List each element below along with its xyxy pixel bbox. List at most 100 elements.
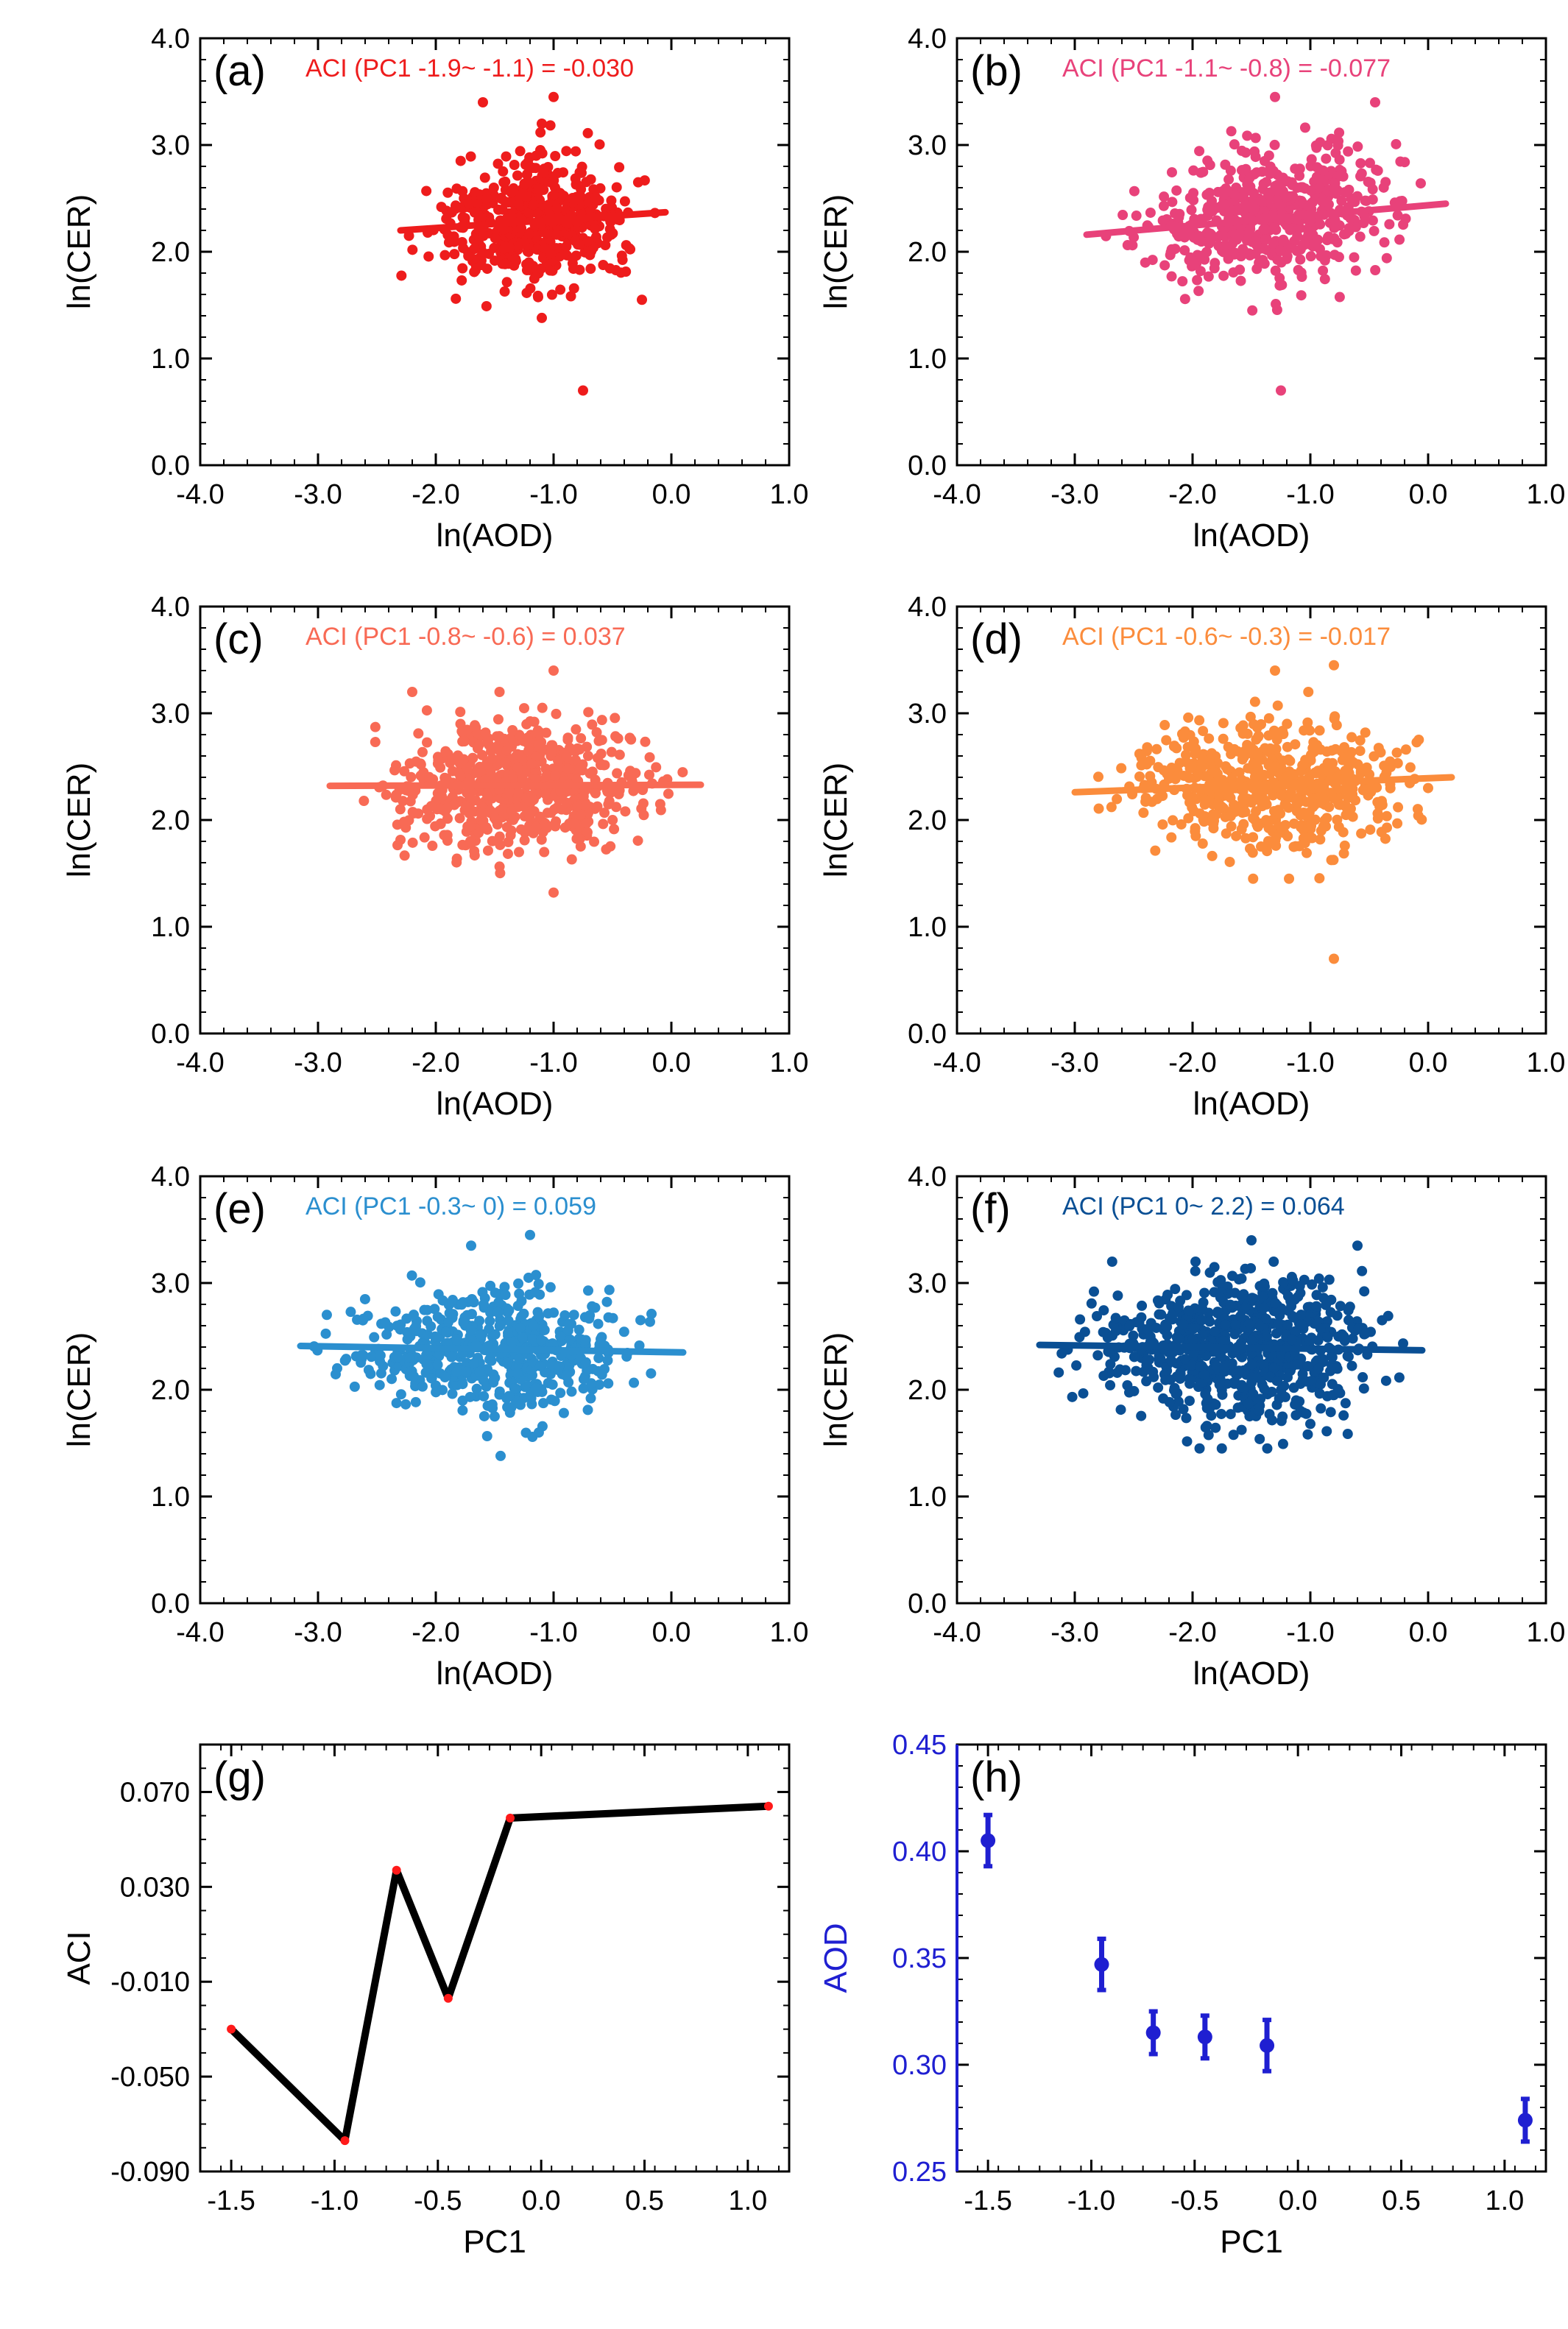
scatter-point [1218,718,1229,729]
scatter-point [1184,772,1195,783]
scatter-point [404,1352,415,1363]
scatter-point [1302,717,1313,728]
scatter-point [1169,1382,1180,1393]
scatter-point [1400,213,1411,225]
scatter-point [321,1310,332,1321]
scatter-point [1324,1274,1335,1285]
scatter-point [1238,819,1249,830]
scatter-point [624,243,635,254]
scatter-point [596,1369,607,1380]
scatter-point [475,1329,486,1340]
scatter-point [1232,1402,1243,1413]
scatter-point [465,151,476,162]
scatter-point [537,119,548,129]
scatter-point [1319,255,1330,266]
scatter-point [501,277,512,288]
scatter-point [490,255,501,266]
scatter-point [598,819,609,830]
scatter-point [442,835,453,847]
scatter-point [469,244,480,255]
scatter-point [451,1366,462,1377]
scatter-point [1395,196,1406,207]
scatter-point [1301,796,1312,807]
scatter-point [1236,1382,1247,1393]
scatter-point [451,1335,462,1346]
scatter-point [1183,813,1194,824]
scatter-point [502,1357,513,1368]
scatter-point [1358,1383,1369,1394]
scatter-point [1212,800,1223,811]
scatter-point [1248,758,1259,769]
scatter-point [575,841,586,852]
scatter-point [1372,808,1383,819]
scatter-point [512,1368,523,1379]
scatter-point [519,703,530,714]
scatter-point [504,786,515,797]
scatter-point [495,839,506,850]
scatter-point [1269,222,1280,233]
scatter-point [1392,210,1403,221]
panel-label: (g) [213,1753,266,1801]
x-tick-label: -2.0 [412,479,459,510]
scatter-point [1234,1365,1245,1376]
scatter-point [1252,750,1263,761]
scatter-point [1343,146,1354,157]
scatter-point [1184,763,1196,774]
scatter-point [1376,796,1387,807]
scatter-point [555,284,566,295]
scatter-point [1134,771,1145,782]
y-tick-label: 0.0 [908,1588,947,1619]
scatter-point [512,749,523,760]
scatter-point [568,264,579,275]
scatter-point [481,1430,492,1441]
scatter-point [561,752,572,763]
scatter-point [1242,728,1253,739]
panel-label: (b) [970,47,1023,95]
scatter-point [463,198,474,209]
scatter-point [473,827,484,838]
scatter-point [425,1321,437,1332]
aod-errorbar-point [1197,2013,1212,2061]
scatter-point [1271,734,1282,745]
scatter-point [1198,1297,1209,1308]
scatter-point [1188,258,1199,269]
scatter-point [533,183,544,194]
x-tick-label: 1.0 [770,1617,809,1648]
scatter-point [523,809,534,820]
aci-annotation: ACI (PC1 0~ 2.2) = 0.064 [1062,1192,1345,1220]
fit-line [1071,774,1455,796]
scatter-point [513,199,524,210]
scatter-point [515,824,526,835]
scatter-point [1268,1257,1279,1267]
y-tick-label: 3.0 [908,699,947,729]
scatter-point [604,796,615,807]
scatter-point [467,752,478,763]
scatter-point [458,1317,469,1328]
scatter-point [1304,201,1315,212]
scatter-point [1288,191,1299,202]
fit-line [297,1343,687,1356]
scatter-point [1228,1429,1239,1441]
y-tick-label: 1.0 [151,1482,190,1513]
scatter-point [484,1315,495,1326]
scatter-point [494,861,505,872]
scatter-point [1299,183,1310,194]
scatter-point [395,834,406,845]
scatter-point [1093,771,1104,782]
scatter-point [1106,802,1117,813]
scatter-point [1334,127,1345,138]
fit-line [1083,200,1449,238]
scatter-point [616,250,627,261]
scatter-point [1346,1360,1357,1371]
scatter-point [565,1334,576,1345]
scatter-point [413,728,424,739]
scatter-point [528,794,539,805]
scatter-point [1075,1314,1086,1325]
scatter-point [1276,385,1286,396]
y-tick-label: 3.0 [908,130,947,161]
scatter-point [1251,722,1262,733]
scatter-point [1205,235,1216,246]
scatter-point [1257,196,1268,207]
scatter-point [1229,743,1240,754]
scatter-point [596,760,607,771]
